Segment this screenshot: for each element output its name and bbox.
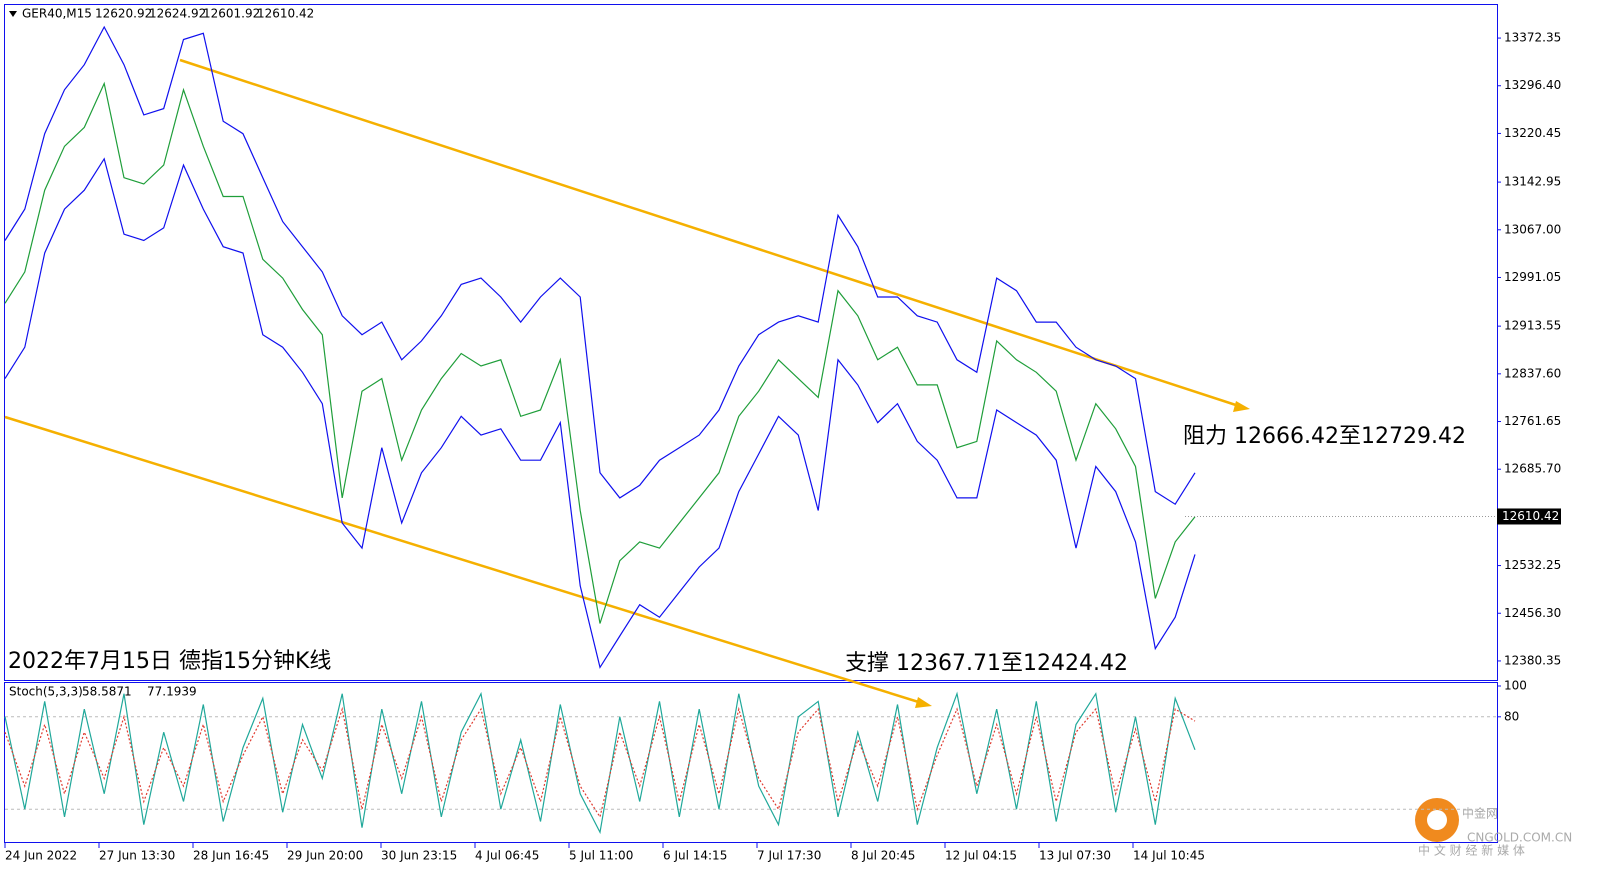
x-tick-label: 6 Jul 14:15 — [663, 849, 727, 863]
stoch-title: Stoch(5,3,3) — [9, 685, 83, 699]
y-tick-label: 13220.45 — [1504, 126, 1561, 140]
ohlc-value: 12601.92 — [203, 7, 260, 21]
watermark-url: CNGOLD.COM.CN — [1467, 831, 1572, 845]
last-price-box — [1497, 508, 1561, 525]
y-tick-label: 13142.95 — [1504, 175, 1561, 189]
logo-inner — [1427, 810, 1447, 830]
y-tick-label: 12913.55 — [1504, 319, 1561, 333]
arrow-head — [1233, 401, 1250, 412]
y-tick-label: 80 — [1504, 709, 1519, 723]
y-tick-label: 12456.30 — [1504, 606, 1561, 620]
resistance-annotation: 阻力 12666.42至12729.42 — [1183, 424, 1466, 449]
ohlc-value: 12624.92 — [149, 7, 206, 21]
x-tick-label: 5 Jul 11:00 — [569, 849, 633, 863]
chart-title: 2022年7月15日 德指15分钟K线 — [8, 649, 331, 674]
symbol-label: GER40,M15 — [22, 7, 92, 21]
x-tick-label: 27 Jun 13:30 — [99, 849, 175, 863]
y-tick-label: 12761.65 — [1504, 414, 1561, 428]
x-tick-label: 24 Jun 2022 — [5, 849, 77, 863]
watermark-text: 中金网 — [1462, 806, 1498, 821]
y-tick-label: 12685.70 — [1504, 462, 1561, 476]
y-tick-label: 100 — [1504, 679, 1527, 693]
x-tick-label: 29 Jun 20:00 — [287, 849, 363, 863]
support-annotation: 支撑 12367.71至12424.42 — [845, 651, 1128, 676]
ohlc-value: 12610.42 — [257, 7, 314, 21]
watermark-slogan: 中 文 财 经 新 媒 体 — [1418, 843, 1525, 858]
x-tick-label: 14 Jul 10:45 — [1133, 849, 1205, 863]
stoch-signal-value: 77.1939 — [147, 685, 197, 699]
series-line — [4, 691, 1196, 835]
price-frame — [4, 4, 1498, 681]
x-tick-label: 28 Jun 16:45 — [193, 849, 269, 863]
arrow-head — [915, 697, 932, 708]
x-tick-label: 13 Jul 07:30 — [1039, 849, 1111, 863]
x-tick-label: 7 Jul 17:30 — [757, 849, 821, 863]
x-tick-label: 12 Jul 04:15 — [945, 849, 1017, 863]
support-trendline — [4, 415, 926, 706]
last-price-label: 12610.42 — [1502, 509, 1559, 523]
stoch-main-value: 58.5871 — [82, 685, 132, 699]
series-line — [4, 157, 1196, 669]
series-line — [4, 25, 1196, 506]
series-line — [4, 706, 1196, 819]
menu-icon — [9, 11, 17, 17]
y-tick-label: 12380.35 — [1504, 653, 1561, 667]
resistance-trendline — [179, 58, 1246, 410]
x-tick-label: 30 Jun 23:15 — [381, 849, 457, 863]
y-tick-label: 12532.25 — [1504, 558, 1561, 572]
y-tick-label: 13372.35 — [1504, 31, 1561, 45]
y-tick-label: 13296.40 — [1504, 78, 1561, 92]
y-tick-label: 12837.60 — [1504, 366, 1561, 380]
ohlc-value: 12620.92 — [95, 7, 152, 21]
y-tick-label: 12991.05 — [1504, 270, 1561, 284]
stoch-frame — [4, 682, 1498, 843]
x-tick-label: 4 Jul 06:45 — [475, 849, 539, 863]
y-tick-label: 13067.00 — [1504, 222, 1561, 236]
series-line — [4, 81, 1196, 624]
x-tick-label: 8 Jul 20:45 — [851, 849, 915, 863]
